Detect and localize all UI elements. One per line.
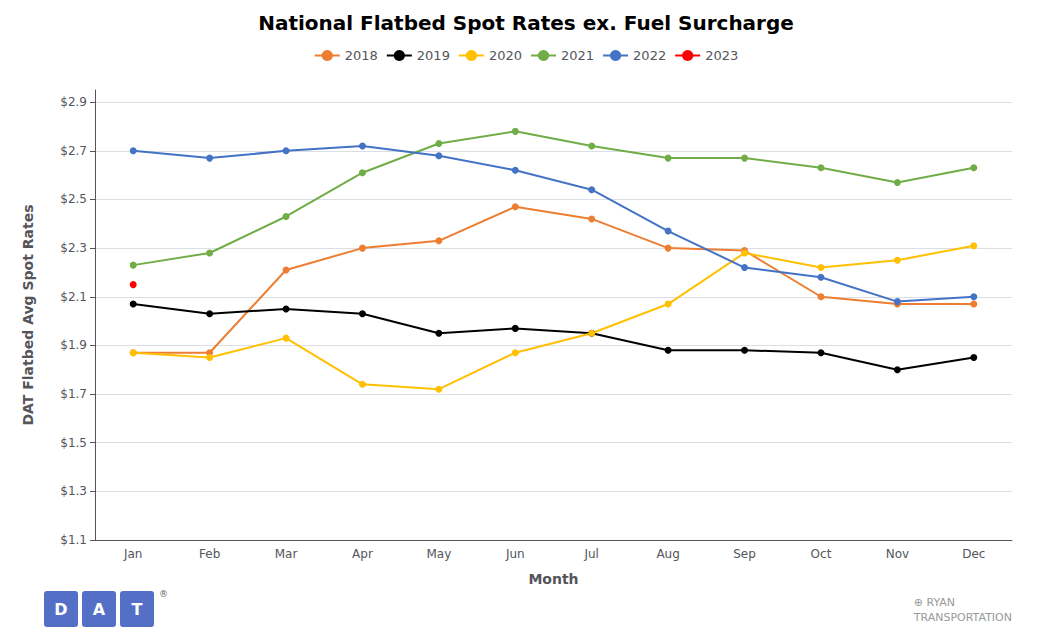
svg-text:2019: 2019 bbox=[417, 48, 450, 63]
svg-text:$1.7: $1.7 bbox=[60, 387, 87, 401]
svg-text:Sep: Sep bbox=[733, 547, 756, 561]
svg-text:Feb: Feb bbox=[199, 547, 220, 561]
svg-text:$1.9: $1.9 bbox=[60, 338, 87, 352]
svg-text:$1.3: $1.3 bbox=[60, 484, 87, 498]
svg-text:$2.3: $2.3 bbox=[60, 241, 87, 255]
svg-text:$2.5: $2.5 bbox=[60, 192, 87, 206]
svg-text:TRANSPORTATION: TRANSPORTATION bbox=[913, 611, 1012, 624]
svg-text:$2.7: $2.7 bbox=[60, 144, 87, 158]
svg-text:Nov: Nov bbox=[886, 547, 909, 561]
svg-text:®: ® bbox=[159, 589, 168, 599]
svg-text:2020: 2020 bbox=[489, 48, 522, 63]
svg-text:National Flatbed Spot Rates ex: National Flatbed Spot Rates ex. Fuel Sur… bbox=[258, 11, 794, 35]
svg-text:Jul: Jul bbox=[583, 547, 598, 561]
svg-text:2022: 2022 bbox=[633, 48, 666, 63]
svg-text:Mar: Mar bbox=[275, 547, 298, 561]
svg-text:Jan: Jan bbox=[123, 547, 143, 561]
svg-text:Dec: Dec bbox=[962, 547, 985, 561]
svg-text:DAT Flatbed Avg Spot Rates: DAT Flatbed Avg Spot Rates bbox=[20, 204, 36, 425]
svg-text:Aug: Aug bbox=[656, 547, 679, 561]
svg-text:⊕ RYAN: ⊕ RYAN bbox=[914, 596, 955, 609]
svg-text:2021: 2021 bbox=[561, 48, 594, 63]
svg-text:2018: 2018 bbox=[345, 48, 378, 63]
svg-text:Jun: Jun bbox=[505, 547, 525, 561]
svg-text:2023: 2023 bbox=[705, 48, 738, 63]
svg-text:A: A bbox=[93, 600, 106, 619]
svg-text:$2.1: $2.1 bbox=[60, 290, 87, 304]
svg-text:$2.9: $2.9 bbox=[60, 95, 87, 109]
svg-text:Month: Month bbox=[528, 571, 578, 587]
svg-text:$1.5: $1.5 bbox=[60, 436, 87, 450]
svg-text:May: May bbox=[426, 547, 451, 561]
svg-text:D: D bbox=[54, 600, 67, 619]
svg-text:T: T bbox=[132, 600, 143, 619]
svg-text:Oct: Oct bbox=[811, 547, 832, 561]
svg-text:$1.1: $1.1 bbox=[60, 533, 87, 547]
svg-text:Apr: Apr bbox=[352, 547, 373, 561]
